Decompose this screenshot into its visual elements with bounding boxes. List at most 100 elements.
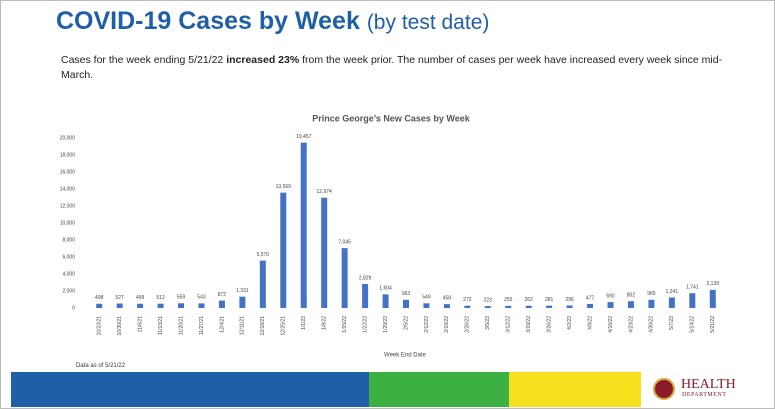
value-label: 272: [463, 297, 472, 303]
x-tick-label: 2/12/22: [424, 316, 430, 333]
y-tick-label: 6,000: [62, 254, 75, 260]
value-label: 296: [565, 297, 574, 303]
value-label: 223: [484, 297, 493, 303]
value-label: 559: [177, 295, 186, 301]
x-tick-label: 1/15/22: [342, 316, 348, 333]
y-tick-label: 16,000: [60, 169, 76, 175]
bar: [668, 297, 675, 308]
title-text: COVID-19 Cases by Week: [56, 7, 360, 35]
bar: [382, 294, 389, 308]
x-tick-label: 11/6/21: [137, 316, 143, 333]
x-tick-label: 5/14/22: [690, 316, 696, 333]
x-axis-label: Week End Date: [384, 353, 427, 359]
value-label: 2,829: [359, 275, 372, 281]
y-tick-label: 14,000: [60, 186, 76, 192]
x-tick-label: 12/18/21: [260, 316, 266, 336]
bar: [587, 303, 594, 308]
x-tick-label: 1/1/22: [301, 316, 307, 330]
desc-bold: increased 23%: [226, 54, 300, 66]
value-label: 7,045: [338, 239, 351, 245]
y-tick-label: 12,000: [60, 203, 76, 209]
value-label: 458: [443, 295, 452, 301]
value-label: 19,457: [296, 134, 312, 140]
y-tick-label: 2,000: [62, 288, 75, 294]
value-label: 5,570: [257, 252, 270, 258]
value-label: 499: [136, 295, 145, 301]
value-label: 13,569: [276, 184, 292, 190]
x-tick-label: 11/20/21: [178, 316, 184, 335]
x-tick-label: 2/26/22: [465, 316, 471, 333]
bar: [259, 260, 266, 308]
x-tick-label: 11/27/21: [199, 316, 205, 335]
x-tick-label: 12/4/21: [219, 316, 225, 333]
x-tick-label: 4/23/22: [628, 316, 634, 333]
value-label: 965: [647, 291, 656, 297]
value-label: 802: [627, 293, 636, 299]
chart-title: Prince George’s New Cases by Week: [312, 113, 471, 123]
x-tick-label: 12/25/21: [281, 316, 287, 336]
color-strip: [11, 372, 369, 407]
description: Cases for the week ending 5/21/22 increa…: [61, 53, 751, 83]
logo-seal: [653, 378, 675, 400]
bar: [239, 296, 246, 308]
desc-text: Cases for the week ending 5/21/22: [61, 54, 227, 66]
desc-text: from the week prior. The number of cases…: [61, 54, 723, 81]
value-label: 255: [504, 297, 513, 303]
value-label: 1,741: [686, 285, 699, 291]
bar: [709, 289, 716, 308]
logo-text: HEALTH: [681, 377, 736, 392]
x-tick-label: 4/30/22: [649, 316, 655, 333]
x-tick-label: 11/13/21: [158, 316, 164, 335]
x-tick-label: 12/11/21: [240, 316, 246, 335]
bar: [566, 305, 573, 308]
bar: [218, 300, 225, 308]
value-label: 963: [402, 291, 411, 297]
value-label: 543: [197, 295, 206, 301]
color-strip: [369, 372, 509, 407]
x-tick-label: 2/19/22: [444, 316, 450, 333]
bar: [280, 192, 287, 308]
bar: [341, 248, 348, 308]
bar: [484, 306, 491, 308]
y-tick-label: 20,000: [60, 135, 76, 141]
x-tick-label: 10/23/21: [97, 316, 103, 336]
bar: [689, 293, 696, 308]
x-tick-label: 3/5/22: [485, 316, 491, 330]
bar: [464, 305, 471, 308]
value-label: 12,974: [317, 189, 333, 195]
y-tick-label: 10,000: [60, 220, 76, 226]
bar: [546, 305, 553, 308]
bar: [505, 305, 512, 308]
x-tick-label: 4/16/22: [608, 316, 614, 333]
value-label: 690: [606, 293, 615, 299]
bar: [627, 301, 634, 308]
value-label: 281: [545, 297, 554, 303]
x-tick-label: 10/30/21: [117, 316, 123, 336]
value-label: 1,604: [379, 286, 392, 292]
bar: [443, 304, 450, 308]
x-tick-label: 1/29/22: [383, 316, 389, 333]
value-label: 498: [95, 295, 104, 301]
bar: [198, 303, 205, 308]
x-tick-label: 5/21/22: [710, 316, 716, 333]
y-tick-label: 18,000: [60, 152, 76, 158]
bar: [403, 299, 409, 308]
value-label: 2,139: [707, 281, 720, 287]
x-tick-label: 3/26/22: [546, 316, 552, 333]
y-tick-label: 4,000: [62, 271, 75, 277]
value-label: 512: [156, 295, 165, 301]
bar: [178, 303, 185, 308]
bar: [362, 283, 369, 308]
bar: [137, 303, 144, 308]
bar: [157, 303, 164, 308]
x-tick-label: 4/9/22: [587, 316, 593, 330]
color-strip: [509, 372, 641, 407]
bar: [525, 305, 532, 308]
bar: [116, 303, 123, 308]
x-tick-label: 4/2/22: [567, 316, 573, 330]
bar: [300, 142, 307, 308]
bar: [648, 299, 655, 308]
x-tick-label: 3/19/22: [526, 316, 532, 333]
title: COVID-19 Cases by Week (by test date): [56, 7, 489, 36]
x-tick-label: 1/22/22: [362, 316, 368, 333]
